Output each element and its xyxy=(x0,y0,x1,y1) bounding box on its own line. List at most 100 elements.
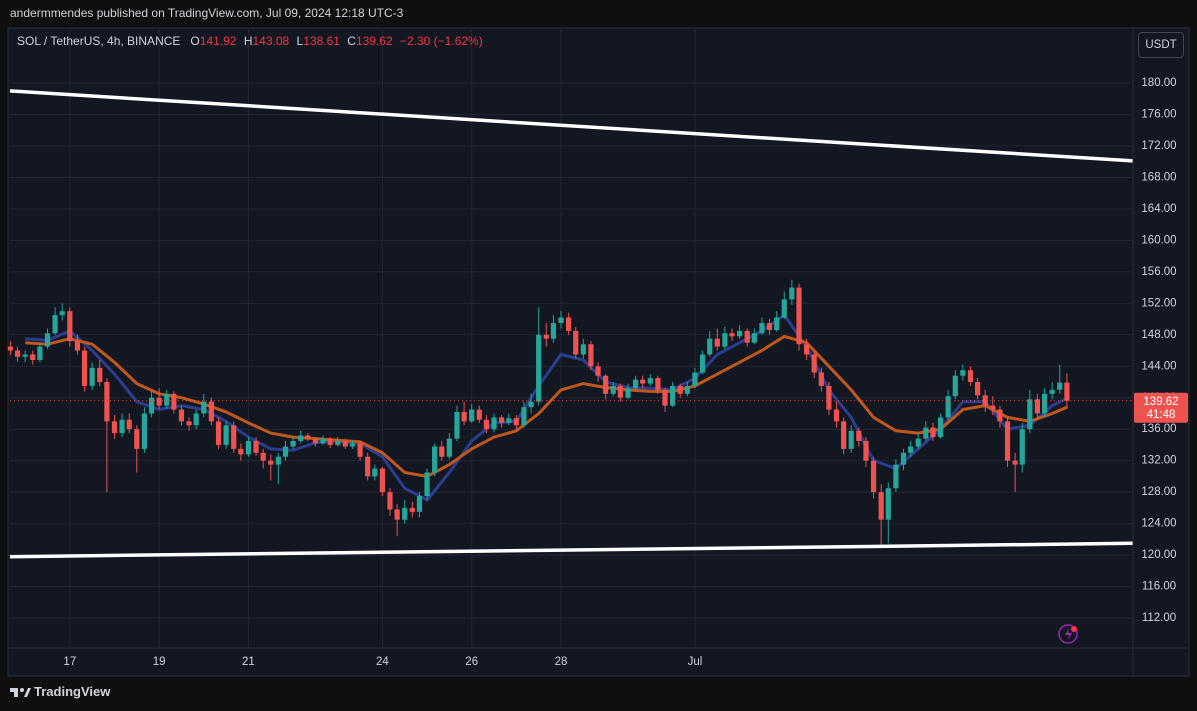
candle-body xyxy=(335,441,341,445)
grid xyxy=(10,30,1133,648)
candle-body xyxy=(1034,399,1041,414)
candle-body xyxy=(30,354,36,360)
candle-body xyxy=(833,409,840,422)
x-tick-label: Jul xyxy=(688,656,703,668)
candle-body xyxy=(640,379,646,384)
y-tick-label: 156.00 xyxy=(1141,266,1176,278)
candle-body xyxy=(975,381,981,396)
candle-body xyxy=(231,425,237,449)
candle-body xyxy=(930,427,936,438)
candle-body xyxy=(737,330,743,337)
candle-body xyxy=(119,419,125,434)
candle-body xyxy=(439,446,445,457)
y-tick-label: 152.00 xyxy=(1141,297,1176,309)
candle-body xyxy=(707,338,713,355)
candle-body xyxy=(684,385,690,394)
y-tick-label: 172.00 xyxy=(1141,140,1176,152)
candle-body xyxy=(528,401,534,408)
candle-body xyxy=(781,299,787,318)
candle-body xyxy=(409,507,415,512)
y-tick-label: 112.00 xyxy=(1142,612,1176,624)
candle-body xyxy=(603,375,609,394)
candle-body xyxy=(44,333,51,347)
candle-body xyxy=(945,396,951,418)
candle-body xyxy=(461,411,467,422)
y-tick-label: 124.00 xyxy=(1141,518,1176,530)
price-box-bg xyxy=(1134,392,1188,423)
candle-body xyxy=(789,287,795,300)
candle-body xyxy=(647,378,653,384)
y-tick-label: 168.00 xyxy=(1141,171,1176,183)
panel xyxy=(7,27,1190,677)
candle-body xyxy=(298,435,304,442)
y-tick-label: 120.00 xyxy=(1141,549,1176,561)
candle-body xyxy=(766,322,773,331)
y-tick-label: 144.00 xyxy=(1141,360,1176,372)
candle-body xyxy=(1012,460,1018,465)
candle-body xyxy=(111,421,118,434)
y-tick-label: 148.00 xyxy=(1141,329,1176,341)
candle-body xyxy=(499,417,505,423)
candle-body xyxy=(774,317,780,331)
candle-body xyxy=(863,441,869,461)
candle-body xyxy=(588,344,594,367)
candle-body xyxy=(342,441,348,447)
candle-body xyxy=(416,496,423,512)
candle-body xyxy=(312,438,319,444)
candle-body xyxy=(960,370,966,376)
candle-body xyxy=(7,346,14,351)
y-tick-label: 164.00 xyxy=(1141,203,1176,215)
candle-body xyxy=(900,452,907,465)
currency-button[interactable]: USDT xyxy=(1138,32,1184,58)
candle-body xyxy=(253,441,259,453)
candle-body xyxy=(997,409,1003,422)
candle-body xyxy=(878,492,884,520)
candle-body xyxy=(193,413,199,426)
candle-body xyxy=(469,409,475,422)
candle-body xyxy=(744,330,750,343)
candle-body xyxy=(885,488,891,520)
candle-body xyxy=(1019,429,1025,465)
candle-body xyxy=(223,425,229,445)
candle-body xyxy=(97,367,103,382)
candle-body xyxy=(22,354,28,357)
symbol[interactable]: SOL / TetherUS, 4h, BINANCE xyxy=(17,34,181,48)
candle-body xyxy=(937,417,944,438)
candle-body xyxy=(811,354,817,373)
legend: SOL / TetherUS, 4h, BINANCE O141.92 H143… xyxy=(17,34,487,48)
candle-body xyxy=(536,334,542,402)
x-tick-label: 21 xyxy=(242,656,255,668)
candle-body xyxy=(610,385,616,394)
candle-body xyxy=(923,427,929,439)
moving-average xyxy=(25,334,1068,478)
candle-body xyxy=(171,393,177,410)
alert-icon[interactable] xyxy=(1058,624,1078,644)
candle-body xyxy=(260,452,266,461)
countdown: 41:48 xyxy=(1147,409,1176,421)
candle-body xyxy=(506,418,512,423)
candle-body xyxy=(282,446,289,457)
y-tick-label: 128.00 xyxy=(1141,486,1176,498)
candle-body xyxy=(952,375,958,397)
candle-body xyxy=(759,322,765,334)
y-tick-label: 180.00 xyxy=(1141,77,1176,89)
candle-body xyxy=(848,430,854,449)
candle-body xyxy=(893,464,899,489)
logo-part xyxy=(14,688,18,697)
candle-body xyxy=(432,446,438,473)
trend-line xyxy=(9,89,1134,163)
candle-body xyxy=(662,389,668,406)
legend-key: H xyxy=(243,34,253,48)
candle-body xyxy=(841,421,847,449)
alert-dot xyxy=(1071,626,1077,632)
candle-body xyxy=(67,311,73,342)
candle-body xyxy=(14,350,21,357)
candle-body xyxy=(1064,382,1070,401)
candle-body xyxy=(856,430,862,442)
candle-body xyxy=(565,317,572,331)
legend-key: C xyxy=(347,34,356,48)
candle-body xyxy=(156,397,162,406)
alert-icon-bolt xyxy=(1065,628,1072,640)
trend-line xyxy=(9,541,1134,559)
y-tick-label: 136.00 xyxy=(1141,423,1176,435)
